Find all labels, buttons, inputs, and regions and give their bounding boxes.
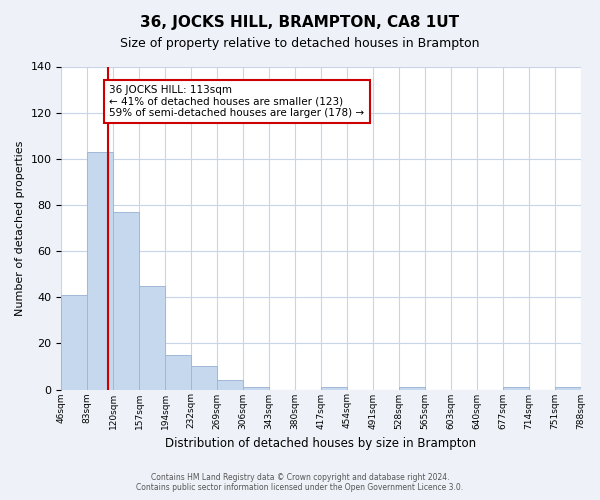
- Bar: [503, 387, 529, 390]
- Text: 36 JOCKS HILL: 113sqm
← 41% of detached houses are smaller (123)
59% of semi-det: 36 JOCKS HILL: 113sqm ← 41% of detached …: [109, 85, 365, 118]
- Bar: [554, 387, 581, 390]
- Bar: [88, 152, 113, 390]
- Text: Contains HM Land Registry data © Crown copyright and database right 2024.
Contai: Contains HM Land Registry data © Crown c…: [136, 473, 464, 492]
- Bar: [191, 366, 217, 390]
- Bar: [165, 355, 191, 390]
- Text: 36, JOCKS HILL, BRAMPTON, CA8 1UT: 36, JOCKS HILL, BRAMPTON, CA8 1UT: [140, 15, 460, 30]
- Bar: [243, 387, 269, 390]
- Bar: [61, 295, 88, 390]
- X-axis label: Distribution of detached houses by size in Brampton: Distribution of detached houses by size …: [166, 437, 476, 450]
- Text: Size of property relative to detached houses in Brampton: Size of property relative to detached ho…: [120, 38, 480, 51]
- Bar: [399, 387, 425, 390]
- Bar: [113, 212, 139, 390]
- Bar: [217, 380, 243, 390]
- Y-axis label: Number of detached properties: Number of detached properties: [15, 140, 25, 316]
- Bar: [321, 387, 347, 390]
- Bar: [139, 286, 165, 390]
